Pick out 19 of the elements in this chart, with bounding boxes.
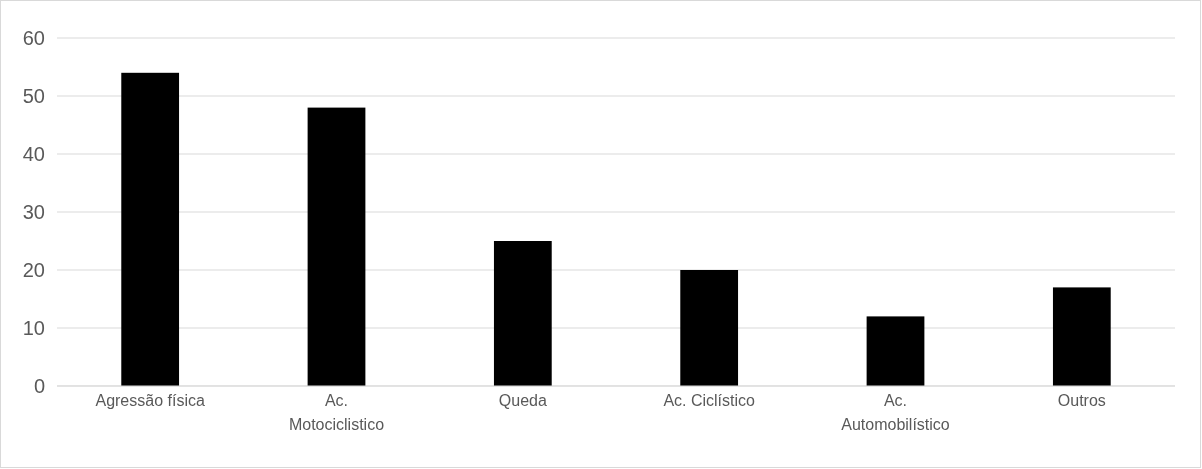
y-tick-label: 10 xyxy=(22,317,45,339)
x-tick-label: Queda xyxy=(498,392,547,409)
y-tick-label: 60 xyxy=(22,27,45,49)
y-tick-label: 20 xyxy=(22,259,45,281)
x-tick-label: Agressão física xyxy=(95,392,205,409)
bar xyxy=(1052,287,1111,386)
bar xyxy=(866,316,925,386)
bar xyxy=(680,270,739,386)
bar xyxy=(493,241,552,386)
y-tick-label: 50 xyxy=(22,85,45,107)
x-tick-label: Ac. Ciclístico xyxy=(663,392,756,409)
bar xyxy=(307,107,366,386)
x-tick-label: Outros xyxy=(1057,392,1106,409)
x-tick-label: Ac. Motociclistico xyxy=(288,392,385,433)
y-tick-label: 30 xyxy=(22,201,45,223)
y-tick-label: 0 xyxy=(33,375,45,397)
y-tick-label: 40 xyxy=(22,143,45,165)
bar xyxy=(121,72,180,386)
x-tick-label: Ac. Automobilístico xyxy=(841,392,950,433)
